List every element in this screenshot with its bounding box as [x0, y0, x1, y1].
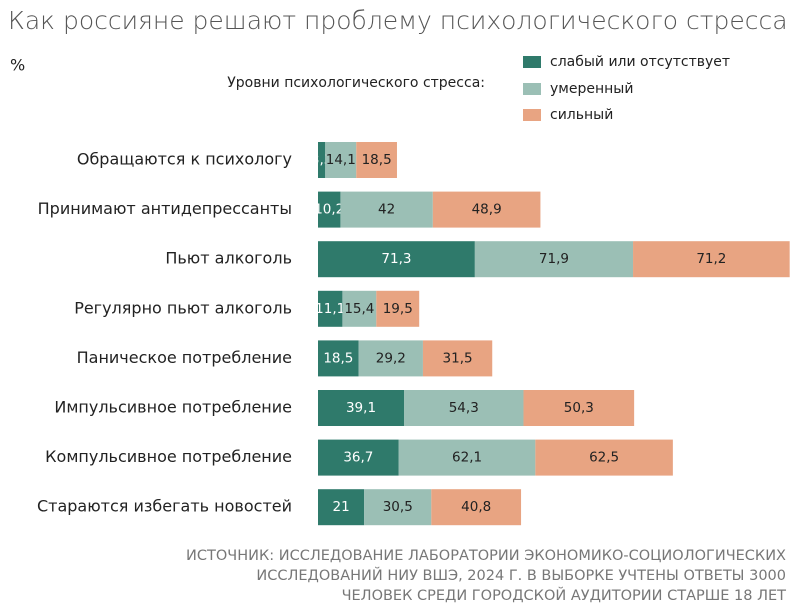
bar-segment — [376, 290, 420, 327]
category-label: Компульсивное потребление — [45, 447, 292, 466]
bar-segment — [318, 241, 475, 278]
bar-segment — [318, 439, 399, 476]
data-label: 18,5 — [362, 152, 392, 168]
legend-label: сильный — [550, 107, 613, 123]
legend-swatch — [523, 83, 541, 95]
data-label: 48,9 — [472, 202, 502, 218]
bar-segment — [422, 340, 493, 377]
data-label: 42 — [378, 202, 395, 218]
bar-segment — [318, 290, 343, 327]
bar-segment — [398, 439, 536, 476]
bar-segment — [342, 290, 377, 327]
bar-segment — [318, 142, 326, 178]
bar-segment — [474, 241, 634, 278]
bar-segment — [364, 489, 432, 526]
category-label: Обращаются к психологу — [77, 150, 292, 169]
category-label: Паническое потребление — [77, 348, 292, 367]
data-label: 10,2 — [314, 202, 344, 218]
data-label: 21 — [333, 499, 350, 515]
source-note: ИССЛЕДОВАНИЙ НИУ ВШЭ, 2024 Г. В ВЫБОРКЕ … — [256, 566, 786, 584]
bar-segment — [431, 489, 522, 526]
data-label: 50,3 — [564, 400, 594, 416]
category-label: Пьют алкоголь — [165, 249, 292, 268]
data-label: 39,1 — [346, 400, 376, 416]
category-label: Регулярно пьют алкоголь — [74, 298, 292, 317]
legend-title: Уровни психологического стресса: — [227, 75, 485, 91]
data-label: 71,9 — [539, 251, 569, 267]
data-label: 18,5 — [323, 350, 353, 366]
data-label: 62,1 — [452, 450, 482, 466]
bar-segment — [358, 340, 423, 377]
data-label: 62,5 — [589, 450, 619, 466]
bar-segment — [633, 241, 790, 278]
bar-segment — [356, 142, 397, 178]
data-label: 36,7 — [343, 450, 373, 466]
bar-segment — [318, 340, 359, 377]
bar-segment — [325, 142, 357, 178]
data-label: 30,5 — [383, 499, 413, 515]
bar-segment — [340, 191, 433, 228]
bar-segment — [318, 390, 405, 426]
bar-segment — [318, 489, 365, 526]
legend-swatch — [523, 56, 541, 68]
legend-label: слабый или отсутствует — [550, 54, 730, 70]
data-label: 40,8 — [461, 499, 491, 515]
data-label: 15,4 — [344, 301, 374, 317]
category-label: Принимают антидепрессанты — [38, 199, 292, 218]
source-note: ЧЕЛОВЕК СРЕДИ ГОРОДСКОЙ АУДИТОРИИ СТАРШЕ… — [342, 586, 787, 604]
bar-segment — [432, 191, 541, 228]
data-label: 31,5 — [443, 350, 473, 366]
data-label: 19,5 — [383, 301, 413, 317]
data-label: 14,1 — [326, 152, 356, 168]
bar-segment — [523, 390, 635, 426]
data-label: 29,2 — [376, 350, 406, 366]
chart-title: Как россияне решают проблему психологиче… — [8, 6, 788, 35]
bar-segment — [318, 191, 341, 228]
source-note: ИСТОЧНИК: ИССЛЕДОВАНИЕ ЛАБОРАТОРИИ ЭКОНО… — [186, 548, 786, 564]
data-label: 71,2 — [696, 251, 726, 267]
data-label: 54,3 — [449, 400, 479, 416]
data-label: 71,3 — [381, 251, 411, 267]
bar-segment — [535, 439, 673, 476]
legend-swatch — [523, 109, 541, 121]
unit-label: % — [10, 56, 25, 75]
category-label: Импульсивное потребление — [54, 398, 292, 417]
bar-segment — [404, 390, 524, 426]
category-label: Стараются избегать новостей — [37, 497, 292, 516]
data-label: 11,1 — [315, 301, 345, 317]
legend-label: умеренный — [550, 81, 633, 97]
